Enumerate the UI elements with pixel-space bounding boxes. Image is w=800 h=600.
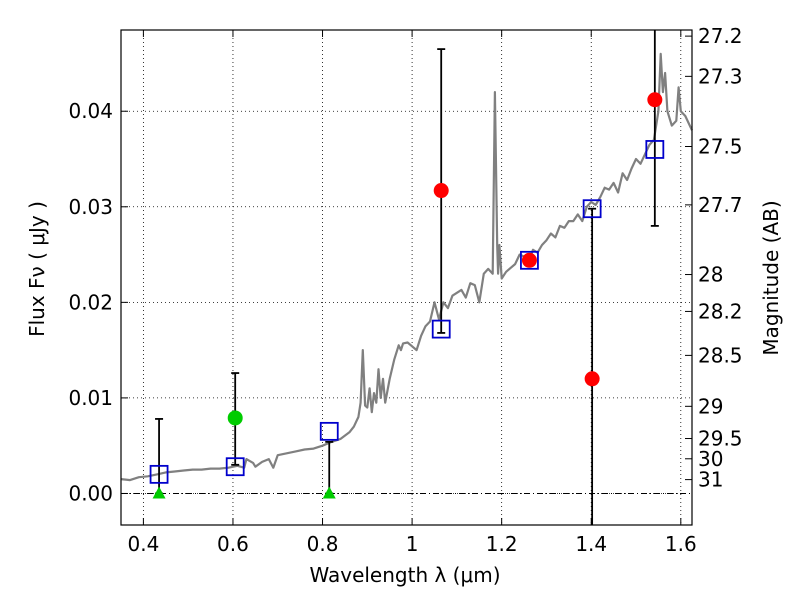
model-photometry-square [520,250,539,270]
x-tick-label: 1.6 [665,532,697,556]
y-tick-label: 0.00 [68,481,113,505]
plot-area [120,30,693,525]
magnitude-tick-label: 27.3 [698,64,743,88]
model-photometry-square [225,457,245,477]
axis-ticks: 0.4 0.6 0.8 1 1.2 1.4 1.6 0.00 0.01 0.02 0.03 0.04 2… [68,24,742,556]
magnitude-tick-label: 29 [698,394,723,418]
x-tick-label: 0.4 [127,532,159,556]
y-tick-label: 0.02 [68,290,113,314]
plot-frame [120,29,693,526]
magnitude-tick-label: 28.5 [698,343,743,367]
upper-limit-triangle [152,486,166,499]
magnitude-tick-label: 27.2 [698,24,743,48]
y-tick-label: 0.04 [68,99,113,123]
x-tick-label: 1.4 [575,532,607,556]
y-tick-label: 0.03 [68,195,113,219]
data-point-circle [647,92,663,108]
data-point-circle [584,371,600,387]
x-tick-label: 0.8 [307,532,339,556]
magnitude-tick-label: 30 [698,447,723,471]
magnitude-tick-label: 28.2 [698,299,743,323]
magnitude-tick-label: 27.5 [698,134,743,158]
model-photometry-square [149,464,169,484]
data-point-circle [433,183,449,199]
model-photometry-square [319,421,339,441]
model-photometry-square [431,319,451,339]
y-tick-label: 0.01 [68,386,113,410]
data-point-circle [521,252,537,268]
x-tick-label: 1.2 [486,532,518,556]
y-axis-right-label: Magnitude (AB) [759,200,783,355]
y-axis-label: Flux Fν ( μJy ) [25,201,49,337]
x-tick-label: 0.6 [217,532,249,556]
model-photometry-square [582,199,602,219]
magnitude-tick-label: 27.7 [698,193,743,217]
upper-limit-triangle [322,486,336,499]
x-tick-label: 1 [406,532,419,556]
grid [121,30,692,525]
magnitude-tick-label: 31 [698,468,723,492]
data-point-circle [227,410,243,426]
magnitude-tick-label: 28 [698,263,723,287]
spectrum-line [120,52,693,482]
magnitude-tick-label: 29.5 [698,427,743,451]
x-axis-label: Wavelength λ (μm) [309,563,500,587]
model-photometry-square [645,140,665,159]
